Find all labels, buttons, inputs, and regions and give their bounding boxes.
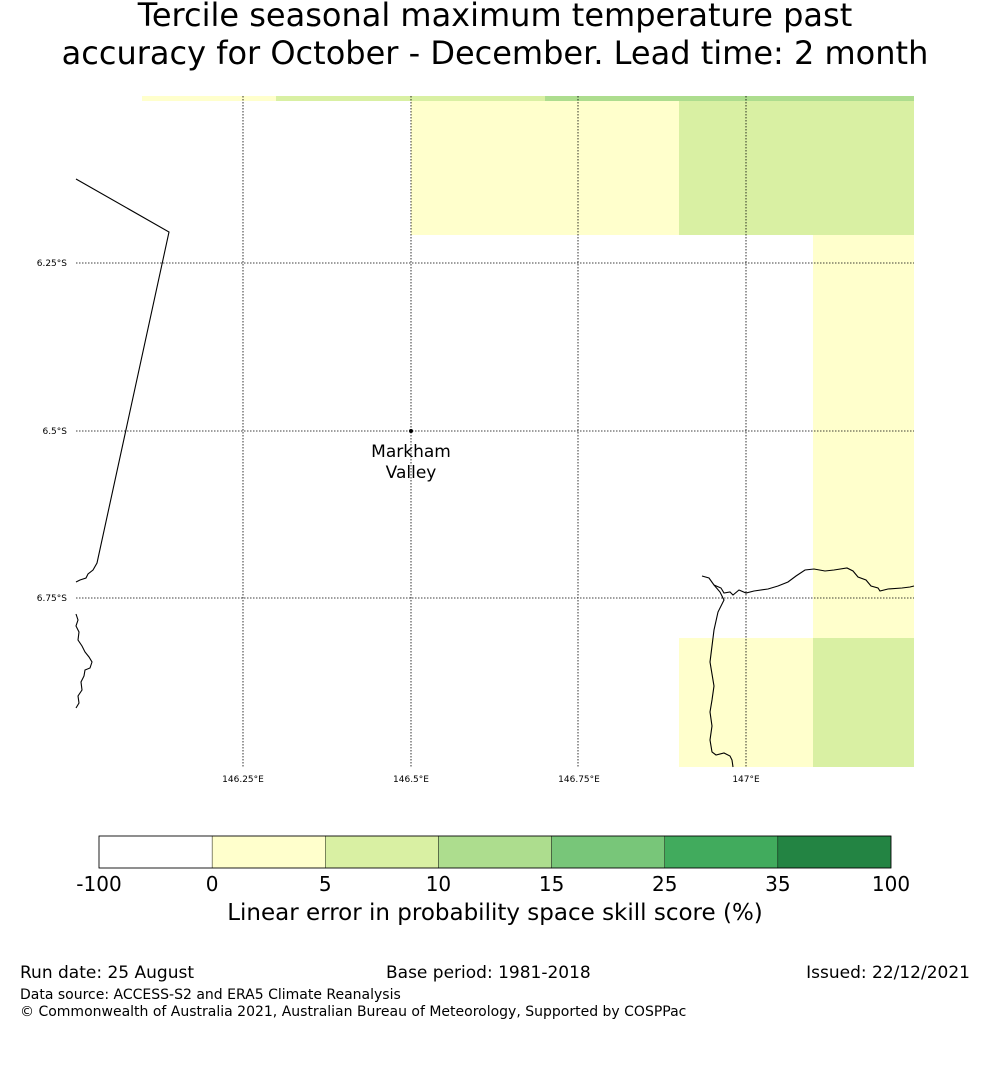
colorbar-frame — [98, 835, 892, 869]
colorbar-swatch — [211, 835, 326, 869]
lon-tick-label: 147°E — [732, 775, 760, 785]
place-label-line-2: Valley — [386, 463, 437, 483]
cell-light-green-lower — [813, 638, 914, 767]
colorbar-tick-label: 5 — [319, 872, 332, 896]
coastline-east — [701, 567, 915, 596]
colorbar-labels: -100 0 5 10 15 25 35 100 — [76, 872, 910, 896]
skill-cells — [142, 96, 914, 767]
copyright: © Commonwealth of Australia 2021, Austra… — [20, 1004, 687, 1020]
colorbar-tick-label: 10 — [426, 872, 451, 896]
cell-yellow-right — [813, 235, 914, 638]
colorbar-swatch — [438, 835, 552, 869]
lon-tick-label: 146.25°E — [222, 775, 264, 785]
data-source: Data source: ACCESS-S2 and ERA5 Climate … — [20, 987, 401, 1003]
place-label-line-1: Markham — [371, 442, 451, 462]
latitude-tick-labels: 6.25°S 6.5°S 6.75°S — [37, 259, 68, 604]
lon-tick-label: 146.75°E — [558, 775, 600, 785]
coastlines — [75, 178, 915, 768]
colorbar-tick-label: 100 — [872, 872, 910, 896]
colorbar-swatch — [325, 835, 439, 869]
cell-yellow-upper — [411, 101, 679, 235]
lat-tick-label: 6.25°S — [37, 259, 68, 269]
coastline-river — [709, 584, 734, 768]
coastline-west — [75, 178, 170, 583]
base-period: Base period: 1981-2018 — [386, 963, 591, 983]
place-dot — [409, 429, 413, 433]
colorbar-tick-label: 35 — [765, 872, 790, 896]
colorbar-tick-label: -100 — [76, 872, 121, 896]
colorbar: -100 0 5 10 15 25 35 100 — [76, 835, 910, 896]
coastline-west-lower — [75, 613, 93, 709]
colorbar-tick-label: 15 — [539, 872, 564, 896]
colorbar-swatch — [98, 835, 213, 869]
map-title: Tercile seasonal maximum temperature pas… — [0, 0, 990, 72]
colorbar-swatches — [98, 835, 892, 869]
title-line-1: Tercile seasonal maximum temperature pas… — [137, 0, 853, 34]
run-date: Run date: 25 August — [20, 963, 194, 983]
cell-top-strip-yellow — [142, 96, 276, 101]
lat-tick-label: 6.75°S — [37, 594, 68, 604]
colorbar-swatch — [777, 835, 892, 869]
longitude-tick-labels: 146.25°E 146.5°E 146.75°E 147°E — [222, 775, 760, 785]
place-marker-markham-valley: Markham Valley — [371, 429, 451, 483]
colorbar-title: Linear error in probability space skill … — [227, 900, 763, 926]
gridlines — [76, 96, 914, 767]
colorbar-swatch — [551, 835, 665, 869]
colorbar-tick-label: 0 — [206, 872, 219, 896]
lon-tick-label: 146.5°E — [393, 775, 429, 785]
issued-date: Issued: 22/12/2021 — [806, 963, 970, 983]
colorbar-tick-label: 25 — [652, 872, 677, 896]
lat-tick-label: 6.5°S — [42, 427, 67, 437]
title-line-2: accuracy for October - December. Lead ti… — [61, 34, 929, 72]
colorbar-swatch — [664, 835, 779, 869]
cell-light-green-upper — [679, 101, 914, 235]
cell-top-strip-light-green — [276, 96, 545, 101]
cell-top-strip-green — [545, 96, 914, 101]
